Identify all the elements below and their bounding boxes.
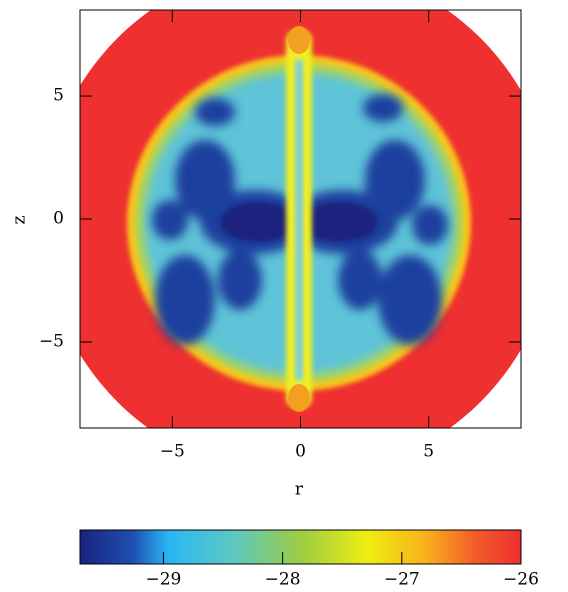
x-tick-label: −5: [160, 442, 185, 462]
colorbar-tick-label: −27: [384, 570, 420, 590]
colorbar-tick-label: −28: [265, 570, 301, 590]
figure: r z −5 0 5 −5 0 5 −29 −28 −27 −26: [0, 0, 568, 592]
x-tick-label: 5: [423, 442, 434, 462]
x-axis-label: r: [295, 480, 304, 500]
colorbar-tick-label: −26: [503, 570, 539, 590]
colorbar-tick-label: −29: [145, 570, 181, 590]
field-image: [42, 0, 556, 477]
y-tick-label: −5: [39, 331, 64, 351]
x-tick-label: 0: [295, 442, 306, 462]
y-tick-label: 5: [53, 86, 64, 106]
y-tick-label: 0: [53, 209, 64, 229]
colorbar: [80, 530, 521, 564]
y-axis-label: z: [10, 215, 30, 224]
